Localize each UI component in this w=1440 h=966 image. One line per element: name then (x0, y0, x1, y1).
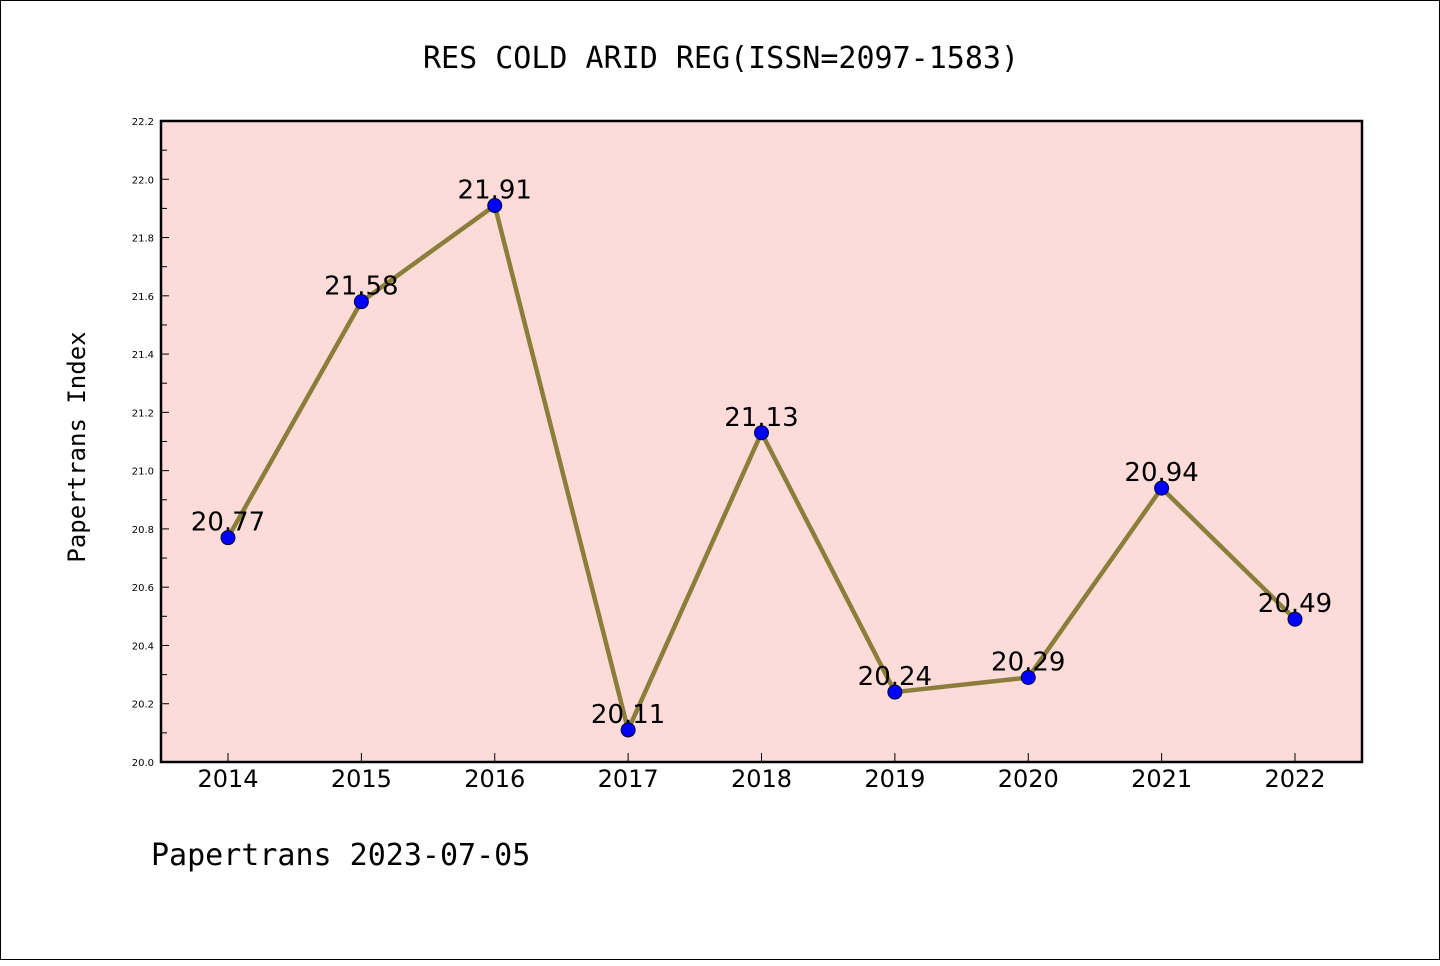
y-tick-label: 22.2 (132, 117, 154, 128)
x-tick-label: 2017 (598, 765, 659, 793)
y-tick-label: 20.8 (132, 525, 154, 536)
chart-title: RES COLD ARID REG(ISSN=2097-1583) (423, 41, 1019, 76)
data-point (754, 425, 769, 441)
x-tick-label: 2022 (1264, 765, 1325, 793)
data-point (1287, 611, 1303, 627)
y-tick-label: 21.0 (132, 467, 154, 478)
y-axis-label: Papertrans Index (63, 331, 91, 562)
data-point (353, 294, 369, 310)
x-tick-label: 2021 (1131, 765, 1192, 793)
plot-area (161, 121, 1362, 762)
y-tick-label: 20.2 (132, 700, 154, 711)
data-label: 21.58 (324, 272, 398, 302)
data-label: 20.11 (591, 700, 665, 730)
x-tick-label: 2020 (998, 765, 1059, 793)
plot-border (159, 119, 1364, 764)
data-label: 21.91 (458, 175, 532, 205)
data-point (620, 722, 636, 738)
data-label: 20.24 (858, 662, 932, 692)
data-point (487, 197, 503, 213)
x-axis: 2014 2015 2016 2017 2018 2019 2020 2021 2022 (197, 753, 1326, 793)
x-tick-label: 2016 (464, 765, 525, 793)
data-label: 20.49 (1258, 589, 1332, 619)
y-tick-label: 21.6 (132, 292, 154, 303)
data-label: 20.94 (1124, 458, 1198, 488)
series-layer: 20.77 21.58 21.91 20.11 21.13 20.24 20.29 20.94… (191, 175, 1332, 738)
y-tick-label: 21.8 (132, 234, 154, 245)
data-label: 20.29 (991, 648, 1065, 678)
y-tick-label: 22.0 (132, 175, 154, 186)
data-point (887, 684, 903, 700)
data-point (1020, 670, 1036, 686)
x-tick-label: 2014 (197, 765, 258, 793)
y-tick-label: 20.0 (132, 758, 154, 769)
data-point (1154, 480, 1170, 496)
x-tick-label: 2015 (331, 765, 392, 793)
y-tick-label: 20.6 (132, 583, 154, 594)
data-label: 21.13 (724, 403, 798, 433)
data-label: 20.77 (191, 508, 265, 538)
y-tick-label: 21.4 (132, 350, 154, 361)
footer-text: Papertrans 2023-07-05 (151, 838, 530, 873)
x-tick-label: 2018 (731, 765, 792, 793)
y-axis: 20.0 20.2 20.4 20.6 20.8 21.0 21.2 21.4 21.6 21.8… (132, 117, 169, 769)
data-point (220, 530, 236, 546)
y-tick-label: 21.2 (132, 408, 154, 419)
y-tick-label: 20.4 (132, 641, 154, 652)
x-tick-label: 2019 (864, 765, 925, 793)
